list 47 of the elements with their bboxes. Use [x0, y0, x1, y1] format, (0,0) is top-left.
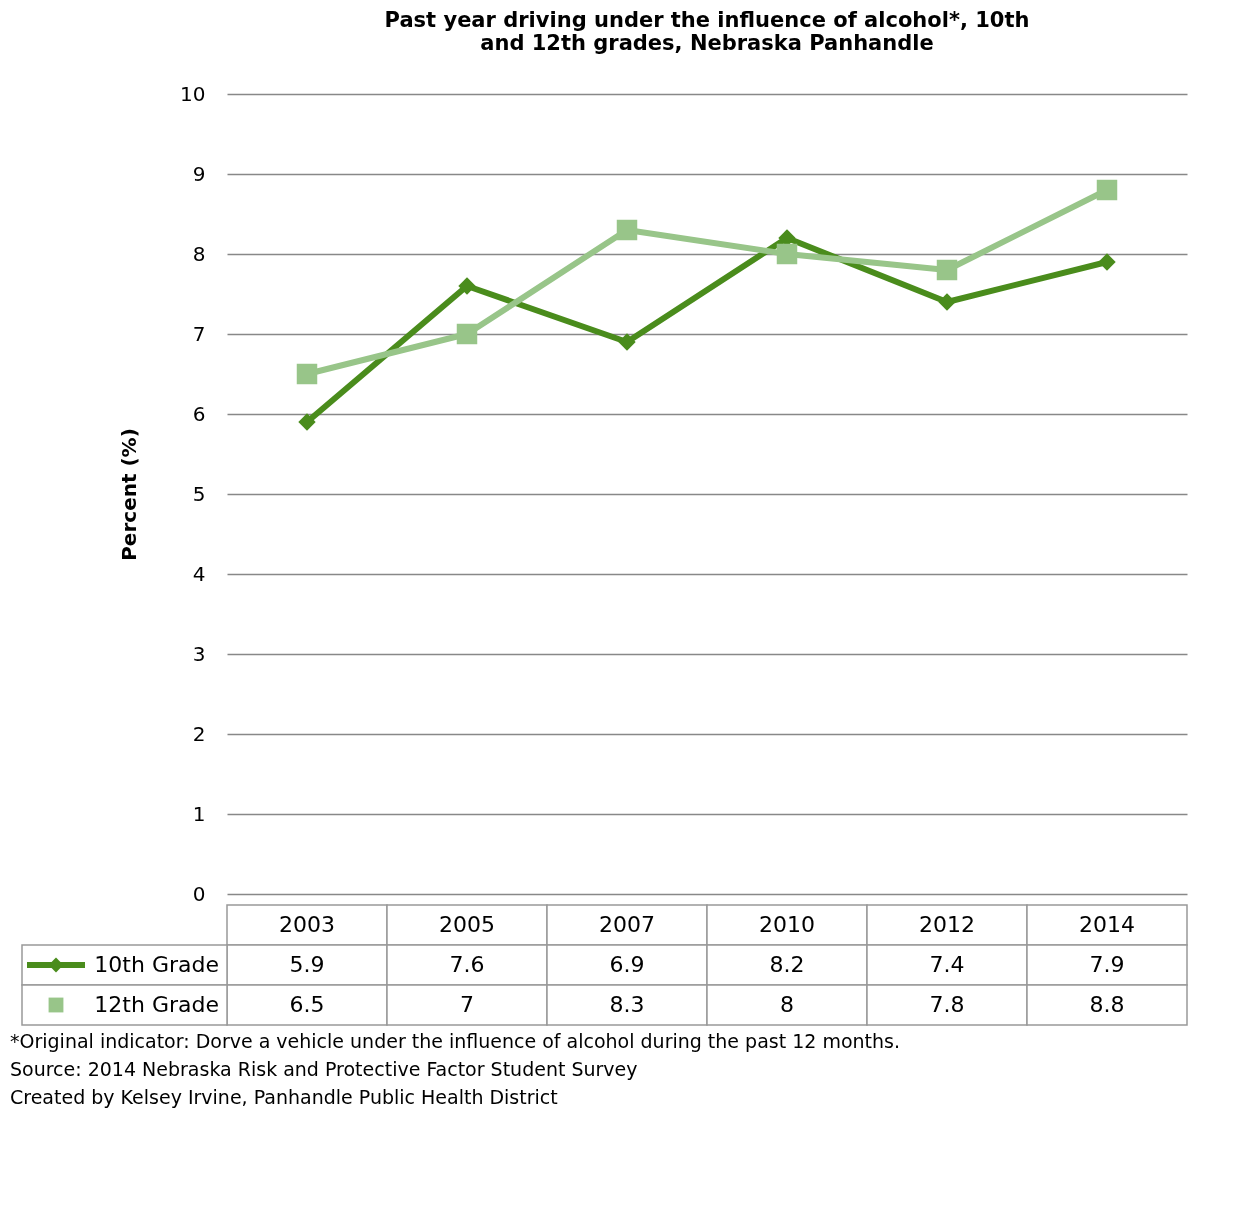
chart-title: Past year driving under the influence of alcohol*, 10th and 12th grades, Nebraska Panhandle	[384, 8, 1030, 55]
point	[1096, 179, 1118, 201]
y-tick-label: 0	[192, 881, 206, 906]
point	[296, 363, 318, 385]
data-label: 7.9	[1089, 952, 1125, 977]
y-tick-label: 5	[192, 481, 206, 506]
data-label: 5.9	[289, 952, 325, 977]
data-label: 8.2	[769, 952, 805, 977]
point	[938, 293, 956, 311]
x-tick-label: 2005	[439, 912, 495, 937]
text: Created by Kelsey Irvine, Panhandle Public Health District	[10, 1086, 558, 1108]
point	[298, 413, 316, 431]
point	[458, 277, 476, 295]
point	[456, 323, 478, 345]
legend-label: 12th Grade	[94, 992, 219, 1017]
data-label: 6.5	[289, 992, 325, 1017]
point	[776, 243, 798, 265]
x-tick-label: 2003	[279, 912, 335, 937]
point	[936, 259, 958, 281]
x-tick-label: 2010	[759, 912, 815, 937]
data-label: 6.9	[609, 952, 645, 977]
x-tick-label: 2012	[919, 912, 975, 937]
x-tick-label: 2014	[1079, 912, 1135, 937]
data-label: 8.8	[1089, 992, 1125, 1017]
data-label: 7.8	[929, 992, 965, 1017]
y-tick-label: 4	[192, 561, 206, 586]
source-note: Source: 2014 Nebraska Risk and Protective Factor Student Survey	[10, 1058, 638, 1080]
point	[1098, 253, 1116, 271]
data-label: 8	[780, 992, 794, 1017]
y-tick-label: 9	[192, 161, 206, 186]
data-label: 7	[460, 992, 474, 1017]
point	[618, 333, 636, 351]
y-axis-title: Percent (%)	[117, 428, 142, 561]
text: *Original indicator: Dorve a vehicle under the influence of alcohol during the past 12 months.	[10, 1030, 901, 1052]
y-tick-label: 1	[192, 801, 206, 826]
y-tick-label: 3	[192, 641, 206, 666]
y-tick-label: 8	[192, 241, 206, 266]
y-tick-label: 7	[192, 321, 206, 346]
y-tick-label: 2	[192, 721, 206, 746]
legend-label: 10th Grade	[94, 952, 219, 977]
data-label: 7.4	[929, 952, 965, 977]
data-label: 7.6	[449, 952, 485, 977]
data-label: 8.3	[609, 992, 645, 1017]
point	[616, 219, 638, 241]
y-tick-label: 10	[180, 81, 206, 106]
y-tick-label: 6	[192, 401, 206, 426]
x-tick-label: 2007	[599, 912, 655, 937]
